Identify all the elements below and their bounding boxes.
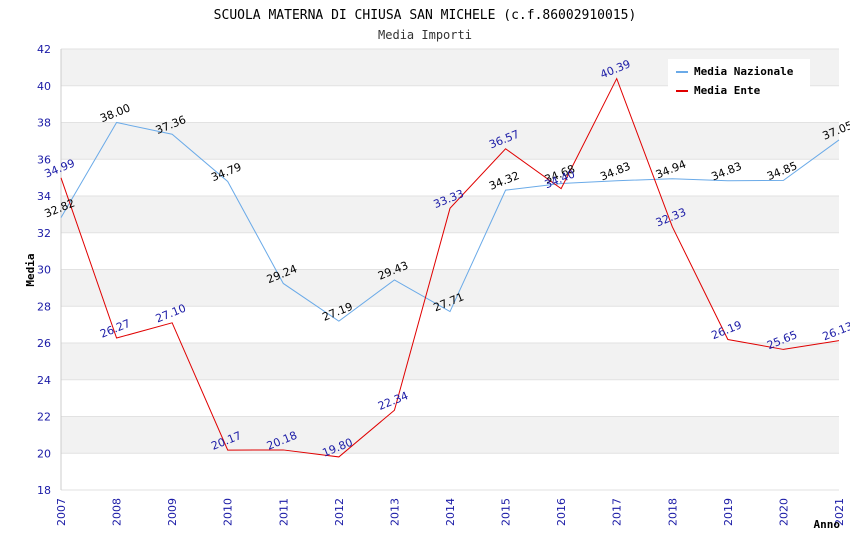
x-tick-label: 2014 [444, 498, 457, 526]
x-axis-label: Anno [814, 518, 841, 531]
y-tick-label: 26 [37, 337, 51, 350]
y-tick-label: 34 [37, 190, 51, 203]
y-tick-label: 40 [37, 80, 51, 93]
y-tick-label: 20 [37, 447, 51, 460]
x-tick-label: 2011 [277, 498, 290, 526]
y-tick-label: 42 [37, 43, 51, 56]
y-tick-label: 38 [37, 117, 51, 130]
y-tick-label: 36 [37, 153, 51, 166]
y-tick-label: 22 [37, 411, 51, 424]
grid-band [61, 196, 839, 233]
x-axis-ticks: 2007 2008 2009 2010 2011 2012 2013 2014 2015 2016… [55, 498, 846, 526]
x-tick-label: 2008 [111, 498, 124, 526]
x-tick-label: 2017 [611, 498, 624, 526]
legend-label-nazionale: Media Nazionale [694, 65, 794, 78]
x-tick-label: 2021 [833, 498, 846, 526]
x-tick-label: 2012 [333, 498, 346, 526]
y-tick-label: 18 [37, 484, 51, 497]
series-line-ente [60, 77, 840, 458]
legend-box [668, 59, 810, 101]
legend: Media Nazionale Media Ente [668, 59, 810, 101]
chart-title: SCUOLA MATERNA DI CHIUSA SAN MICHELE (c.… [214, 8, 637, 23]
x-tick-label: 2016 [555, 498, 568, 526]
grid-band [61, 159, 839, 196]
series-line-nazionale [60, 121, 840, 322]
x-tick-label: 2013 [388, 498, 401, 526]
x-tick-label: 2007 [55, 498, 68, 526]
y-tick-label: 24 [37, 374, 51, 387]
x-tick-label: 2018 [666, 498, 679, 526]
grid-band [61, 269, 839, 307]
y-tick-label: 32 [37, 227, 51, 240]
series-lines [60, 77, 840, 458]
grid-band [61, 343, 839, 380]
legend-label-ente: Media Ente [694, 84, 761, 97]
grid-band [61, 453, 839, 490]
x-tick-label: 2019 [722, 498, 735, 526]
grid-band [61, 379, 839, 417]
grid-band [61, 232, 839, 270]
grid-band [61, 306, 839, 343]
x-tick-label: 2015 [500, 498, 513, 526]
y-tick-label: 30 [37, 264, 51, 277]
x-tick-label: 2020 [777, 498, 790, 526]
grid-bands [61, 48, 839, 491]
y-tick-label: 28 [37, 300, 51, 313]
y-axis-label: Media [24, 253, 37, 286]
grid-band [61, 416, 839, 454]
y-axis-ticks: 18 20 22 24 26 28 30 32 34 36 38 40 42 [37, 43, 51, 497]
grid-band [61, 122, 839, 160]
x-tick-label: 2010 [222, 498, 235, 526]
x-tick-label: 2009 [166, 498, 179, 526]
chart-subtitle: Media Importi [378, 28, 472, 42]
